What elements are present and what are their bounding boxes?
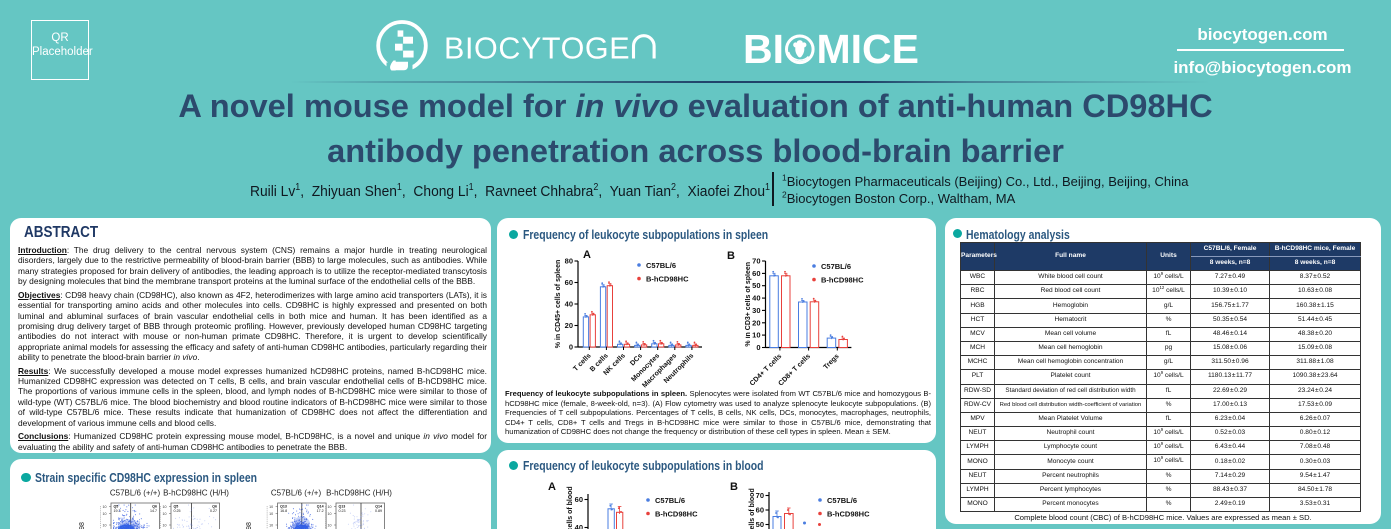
svg-text:60: 60 xyxy=(575,495,583,504)
svg-text:60: 60 xyxy=(752,269,760,278)
svg-text:Q13: Q13 xyxy=(339,505,346,509)
svg-text:10: 10 xyxy=(103,524,107,528)
svg-text:20: 20 xyxy=(752,318,760,327)
svg-text:A: A xyxy=(548,481,556,493)
svg-text:50: 50 xyxy=(756,520,764,529)
svg-text:B: B xyxy=(727,250,735,262)
svg-text:B-hCD98HC: B-hCD98HC xyxy=(827,509,870,518)
svg-text:10: 10 xyxy=(103,505,107,509)
svg-text:CD98: CD98 xyxy=(246,522,253,529)
svg-text:0: 0 xyxy=(756,343,760,352)
svg-text:B-hCD98HC: B-hCD98HC xyxy=(646,274,689,283)
svg-text:10: 10 xyxy=(269,524,273,528)
svg-text:B-hCD98HC (H/H): B-hCD98HC (H/H) xyxy=(163,489,229,498)
svg-text:B-hCD98HC: B-hCD98HC xyxy=(821,275,864,284)
svg-text:Q14: Q14 xyxy=(317,505,324,509)
svg-text:C57BL/6 (+/+): C57BL/6 (+/+) xyxy=(271,489,322,498)
svg-text:10: 10 xyxy=(752,331,760,340)
svg-text:C57BL/6: C57BL/6 xyxy=(821,262,851,271)
svg-text:16.8: 16.8 xyxy=(280,509,287,513)
svg-text:10: 10 xyxy=(163,512,167,516)
svg-text:50: 50 xyxy=(752,281,760,290)
svg-text:10: 10 xyxy=(328,512,332,516)
svg-text:0.23: 0.23 xyxy=(339,509,346,513)
svg-text:C57BL/6: C57BL/6 xyxy=(827,496,857,505)
svg-text:10: 10 xyxy=(103,512,107,516)
svg-text:40: 40 xyxy=(575,523,583,529)
svg-text:C57BL/6 (+/+): C57BL/6 (+/+) xyxy=(110,489,161,498)
svg-text:70: 70 xyxy=(756,491,764,500)
svg-text:10: 10 xyxy=(328,524,332,528)
svg-text:10: 10 xyxy=(163,524,167,528)
svg-text:B-hCD98HC: B-hCD98HC xyxy=(655,509,698,518)
svg-text:70: 70 xyxy=(752,257,760,266)
svg-text:CD98: CD98 xyxy=(79,522,86,529)
svg-text:C57BL/6: C57BL/6 xyxy=(655,496,685,505)
svg-text:B: B xyxy=(730,481,738,493)
svg-text:0.25: 0.25 xyxy=(174,509,181,513)
svg-text:Tregs: Tregs xyxy=(823,353,841,371)
svg-text:10: 10 xyxy=(269,512,273,516)
svg-text:40: 40 xyxy=(752,294,760,303)
svg-text:Q6: Q6 xyxy=(212,505,217,509)
svg-text:20: 20 xyxy=(565,321,573,330)
svg-text:10: 10 xyxy=(163,505,167,509)
svg-text:% in CD3+ cells of spleen: % in CD3+ cells of spleen xyxy=(745,262,752,347)
svg-text:10: 10 xyxy=(269,505,273,509)
svg-text:0.89: 0.89 xyxy=(375,509,382,513)
svg-text:% in CD45+ cells of spleen: % in CD45+ cells of spleen xyxy=(555,260,562,349)
svg-text:0.27: 0.27 xyxy=(210,509,217,513)
svg-text:A: A xyxy=(583,249,591,261)
svg-text:Q13: Q13 xyxy=(280,505,287,509)
svg-text:10: 10 xyxy=(328,505,332,509)
svg-text:80: 80 xyxy=(565,257,573,266)
svg-text:BIOCYTOGE: BIOCYTOGE xyxy=(444,32,630,66)
svg-text:Q5: Q5 xyxy=(114,505,119,509)
svg-text:17.2: 17.2 xyxy=(317,509,324,513)
svg-text:C57BL/6: C57BL/6 xyxy=(646,261,676,270)
svg-text:40: 40 xyxy=(565,300,573,309)
svg-text:60: 60 xyxy=(565,278,573,287)
svg-text:30: 30 xyxy=(752,306,760,315)
svg-text:B-hCD98HC (H/H): B-hCD98HC (H/H) xyxy=(326,489,392,498)
svg-text:Q6: Q6 xyxy=(152,505,157,509)
svg-text:% in CD45+ cells of blood: % in CD45+ cells of blood xyxy=(567,486,574,529)
svg-text:DCs: DCs xyxy=(629,352,644,367)
svg-text:60: 60 xyxy=(756,506,764,515)
svg-text:Q5: Q5 xyxy=(174,505,179,509)
svg-text:14.7: 14.7 xyxy=(150,509,157,513)
svg-text:0: 0 xyxy=(569,343,573,352)
svg-text:% in CD3+ cells of blood: % in CD3+ cells of blood xyxy=(749,488,756,529)
svg-text:Q14: Q14 xyxy=(375,505,382,509)
svg-text:19.3: 19.3 xyxy=(114,509,121,513)
